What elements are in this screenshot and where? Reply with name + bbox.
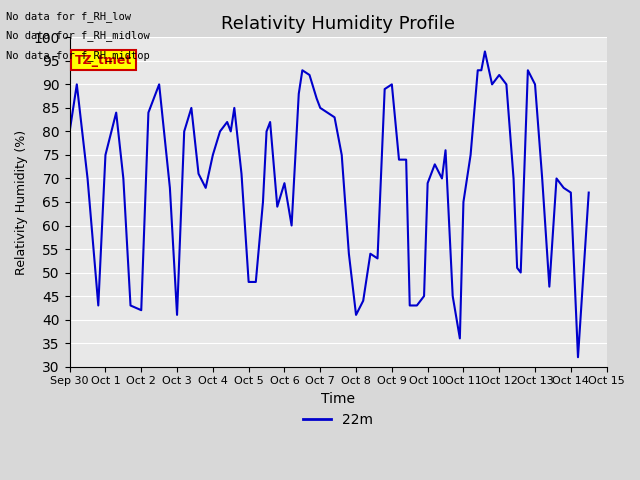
X-axis label: Time: Time [321, 392, 355, 406]
Text: TZ_tmet: TZ_tmet [75, 54, 132, 67]
Title: Relativity Humidity Profile: Relativity Humidity Profile [221, 15, 455, 33]
Y-axis label: Relativity Humidity (%): Relativity Humidity (%) [15, 130, 28, 275]
Legend: 22m: 22m [298, 407, 379, 432]
Text: No data for f_RH_midlow: No data for f_RH_midlow [6, 30, 150, 41]
Text: No data for f_RH_midtop: No data for f_RH_midtop [6, 49, 150, 60]
Text: No data for f_RH_low: No data for f_RH_low [6, 11, 131, 22]
